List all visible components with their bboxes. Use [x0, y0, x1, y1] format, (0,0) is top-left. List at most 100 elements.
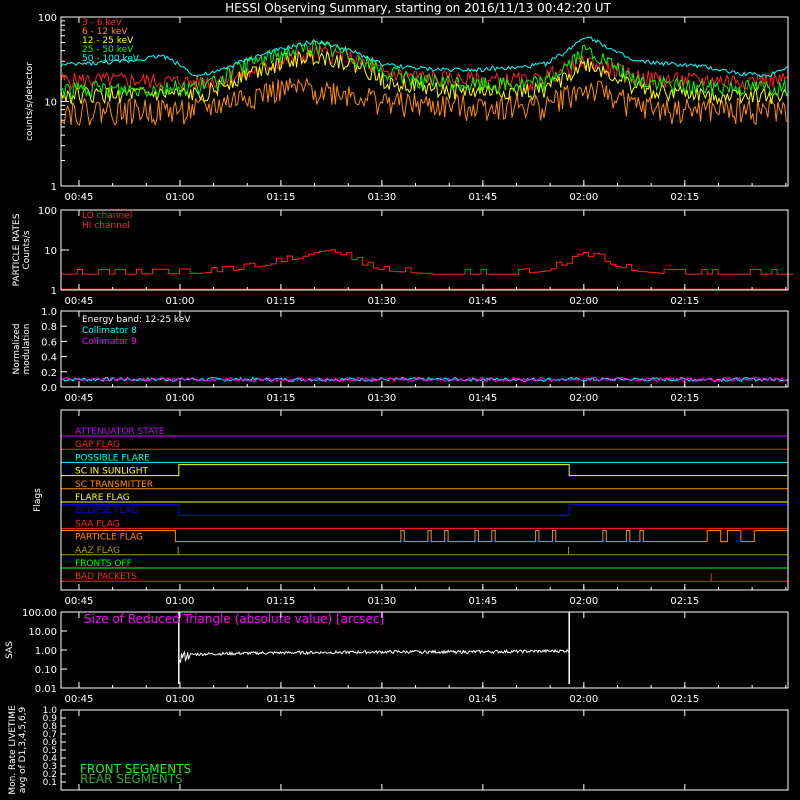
particle-ytick-label: 100 — [38, 206, 57, 217]
livetime-ytick-label: 0.8 — [43, 722, 58, 732]
y-axis-label: counts/s/detector — [25, 62, 35, 141]
modulation-xtick-label: 02:15 — [670, 393, 699, 404]
modulation-xtick-label: 02:00 — [569, 393, 598, 404]
flag-label-9: AAZ FLAG — [75, 546, 120, 556]
livetime-frame — [60, 709, 789, 791]
sas-xtick-label: 02:15 — [670, 694, 699, 705]
flags-xtick-label: 01:15 — [267, 596, 296, 607]
particle-xtick-label: 02:15 — [670, 296, 699, 307]
modulation-panel: 1.0 0.8 0.6 0.4 0.2 0.0 Energy band: 12-25 keV… — [12, 307, 789, 404]
y-axis-label: Mon. Rate LIVETIMEavg of D1,3,4,5,6,9 — [8, 705, 28, 795]
flag-label-6: ECLIPSE FLAG — [75, 506, 138, 516]
count-rate-frame — [60, 16, 789, 187]
livetime-ytick-label: 0.6 — [43, 738, 58, 748]
modulation-ytick-label: 0.4 — [41, 353, 57, 364]
flag-label-11: BAD PACKETS — [75, 572, 137, 582]
livetime-ytick-label: 1.0 — [43, 706, 58, 716]
flag-label-5: FLARE FLAG — [75, 493, 130, 503]
sas-line — [179, 648, 570, 663]
sas-ytick-label: 0.10 — [35, 665, 57, 676]
flags-panel: ATTENUATOR STATE GAP FLAG POSSIBLE FLARE SC… — [33, 409, 789, 607]
particle-xtick-label: 01:15 — [267, 296, 296, 307]
sas-xtick-label: 00:45 — [65, 694, 94, 705]
sas-ytick-label: 0.01 — [35, 684, 57, 695]
sas-xtick-label: 02:00 — [569, 694, 598, 705]
flag-label-10: FRONTS OFF — [75, 559, 132, 569]
modulation-legend-9: Collimator 9 — [82, 337, 137, 347]
flags-frame — [60, 409, 789, 591]
livetime-ytick-label: 0.3 — [43, 762, 57, 772]
particle-legend-hi: HI channel — [82, 221, 130, 231]
livetime-ytick-label: 0.5 — [43, 746, 57, 756]
particle-xtick-label: 00:45 — [65, 296, 94, 307]
modulation-annotation: Energy band: 12-25 keV — [82, 315, 191, 325]
count-rate-legend-4: 50 - 100 keV — [82, 54, 140, 64]
count-rate-legend-3: 25 - 50 keV — [82, 45, 134, 55]
flags-xtick-label: 00:45 — [65, 596, 94, 607]
flag-line-3 — [61, 464, 788, 477]
flag-label-8: PARTICLE FLAG — [75, 533, 143, 543]
flags-xtick-label: 01:45 — [468, 596, 497, 607]
livetime-legend-front: FRONT SEGMENTS — [80, 762, 191, 776]
modulation-ytick-label: 0.0 — [41, 383, 57, 394]
flag-label-3: SC IN SUNLIGHT — [75, 467, 149, 477]
sas-frame — [60, 611, 789, 689]
particle-frame — [60, 209, 789, 291]
flags-xtick-label: 02:00 — [569, 596, 598, 607]
livetime-panel: 1.00.90.80.70.60.50.40.30.20.1 FRONT SEGM… — [8, 705, 789, 795]
count-rate-ytick-label: 10 — [44, 98, 57, 109]
y-axis-label: Normalizedmodulation — [12, 323, 32, 374]
count-rate-legend-2: 12 - 25 keV — [82, 36, 134, 46]
y-axis-label: SAS — [5, 641, 15, 659]
modulation-legend-8: Collimator 8 — [82, 326, 137, 336]
count-rate-xtick-label: 01:15 — [267, 192, 296, 203]
sas-xtick-label: 01:15 — [267, 694, 296, 705]
count-rate-xtick-label: 01:30 — [367, 192, 396, 203]
flag-label-2: POSSIBLE FLARE — [75, 453, 150, 463]
sas-xtick-label: 01:00 — [166, 694, 195, 705]
modulation-xtick-label: 01:00 — [166, 393, 195, 404]
livetime-ytick-label: 0.1 — [43, 778, 57, 788]
count-rate-legend-1: 6 - 12 keV — [82, 27, 128, 37]
sas-annotation: Size of Reduced Triangle (absolute value… — [84, 612, 384, 626]
modulation-line-1 — [60, 376, 789, 383]
count-rate-xtick-label: 01:45 — [468, 192, 497, 203]
flags-xtick-label: 01:00 — [166, 596, 195, 607]
count-rate-ytick-label: 1 — [51, 182, 57, 193]
particle-line-hi — [61, 249, 794, 275]
particle-xtick-label: 02:00 — [569, 296, 598, 307]
modulation-ytick-label: 1.0 — [41, 307, 57, 318]
flag-line-6 — [60, 503, 788, 516]
count-rate-xtick-label: 01:00 — [166, 192, 195, 203]
sas-xtick-label: 01:45 — [468, 694, 497, 705]
flag-label-7: SAA FLAG — [75, 519, 120, 529]
livetime-ytick-label: 0.4 — [43, 754, 58, 764]
flags-xtick-label: 01:30 — [367, 596, 396, 607]
sas-panel: 100.00 10.00 1.00 0.10 0.01 Size of Reduced T… — [5, 608, 789, 705]
modulation-ytick-label: 0.8 — [41, 322, 57, 333]
modulation-xtick-label: 01:45 — [468, 393, 497, 404]
y-axis-label: Flags — [33, 488, 43, 512]
count-rate-ytick-label: 100 — [38, 13, 57, 24]
sas-ytick-label: 100.00 — [22, 608, 57, 619]
sas-ytick-label: 10.00 — [28, 627, 57, 638]
count-rate-xtick-label: 00:45 — [65, 192, 94, 203]
count-rate-line-3 — [60, 38, 788, 100]
count-rate-line-1 — [60, 78, 789, 127]
sas-ytick-label: 1.00 — [35, 646, 57, 657]
count-rate-xtick-label: 02:15 — [670, 192, 699, 203]
count-rate-legend-0: 3 - 6 keV — [82, 18, 123, 28]
modulation-frame — [60, 310, 789, 388]
particle-ytick-label: 10 — [44, 246, 57, 257]
particle-legend-lo: LO channel — [82, 211, 132, 221]
modulation-xtick-label: 01:30 — [367, 393, 396, 404]
flag-line-8 — [60, 530, 788, 543]
modulation-xtick-label: 00:45 — [65, 393, 94, 404]
livetime-legend-rear: REAR SEGMENTS — [80, 772, 183, 786]
flag-label-4: SC TRANSMITTER — [75, 480, 153, 490]
particle-xtick-label: 01:30 — [367, 296, 396, 307]
modulation-ytick-label: 0.6 — [41, 337, 57, 348]
